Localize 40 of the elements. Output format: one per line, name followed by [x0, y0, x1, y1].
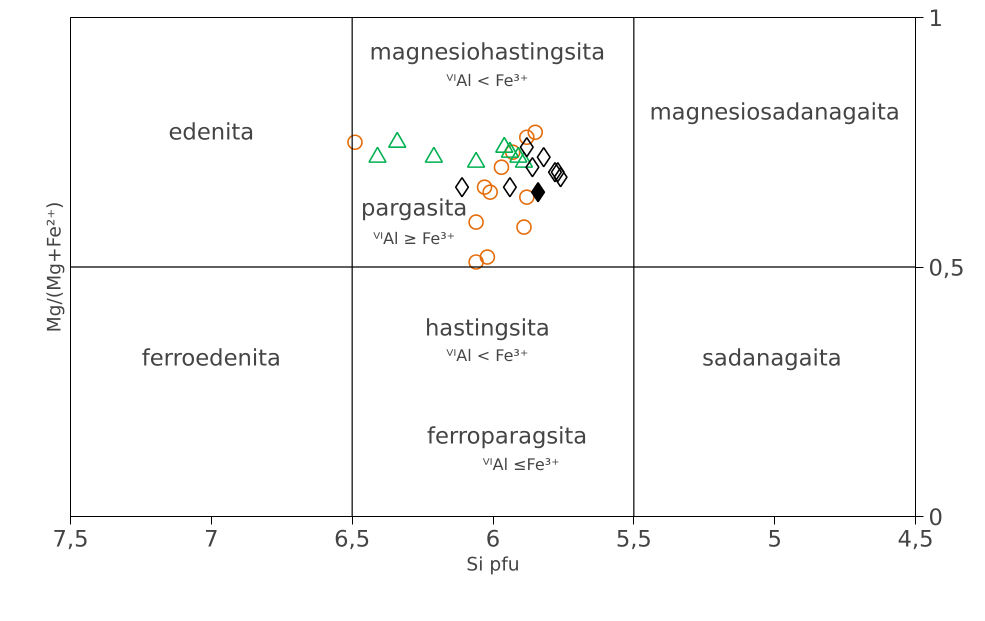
annotation: sadanagaita	[702, 345, 842, 372]
x-axis-title: Si pfu	[466, 554, 520, 576]
point	[347, 134, 363, 150]
annotation: pargasita	[360, 196, 468, 222]
point	[527, 124, 544, 140]
annotation: magnesiohastingsita	[370, 39, 606, 66]
annotation: ⱽᴵAl ≥ Fe³⁺	[373, 229, 456, 248]
annotation: ferroedenita	[142, 345, 281, 372]
x-tick-label: 5,5	[616, 526, 652, 552]
point	[525, 156, 540, 178]
annotation: ⱽᴵAl < Fe³⁺	[446, 346, 528, 365]
point	[494, 159, 510, 175]
point	[553, 166, 568, 188]
y-axis-title: Mg/(Mg+Fe²⁺)	[44, 202, 66, 332]
point	[519, 189, 535, 205]
point	[516, 219, 532, 235]
point	[519, 129, 535, 146]
point	[480, 249, 496, 265]
point	[468, 254, 484, 270]
point	[476, 179, 492, 195]
point	[482, 184, 498, 200]
point	[468, 214, 484, 230]
annotation: ⱽᴵAl < Fe³⁺	[446, 70, 528, 90]
annotation: hastingsita	[424, 315, 550, 342]
annotation: ⱽᴵAl ≤Fe³⁺	[482, 455, 560, 474]
x-tick-label: 5	[767, 526, 782, 552]
x-tick-label: 7,5	[52, 526, 89, 552]
x-tick-label: 6	[486, 526, 500, 552]
annotation: magnesiosadanagaita	[650, 99, 900, 126]
y-tick-label: 0,5	[928, 256, 965, 282]
y-tick-label: 1	[928, 6, 943, 32]
x-tick-label: 6,5	[334, 526, 370, 552]
point	[548, 162, 562, 182]
x-tick-label: 7	[204, 526, 219, 552]
point	[504, 144, 521, 160]
point	[502, 176, 518, 198]
point	[530, 182, 546, 202]
annotation: edenita	[168, 119, 254, 146]
point	[454, 176, 470, 198]
annotation: ferroparagsita	[426, 424, 588, 450]
